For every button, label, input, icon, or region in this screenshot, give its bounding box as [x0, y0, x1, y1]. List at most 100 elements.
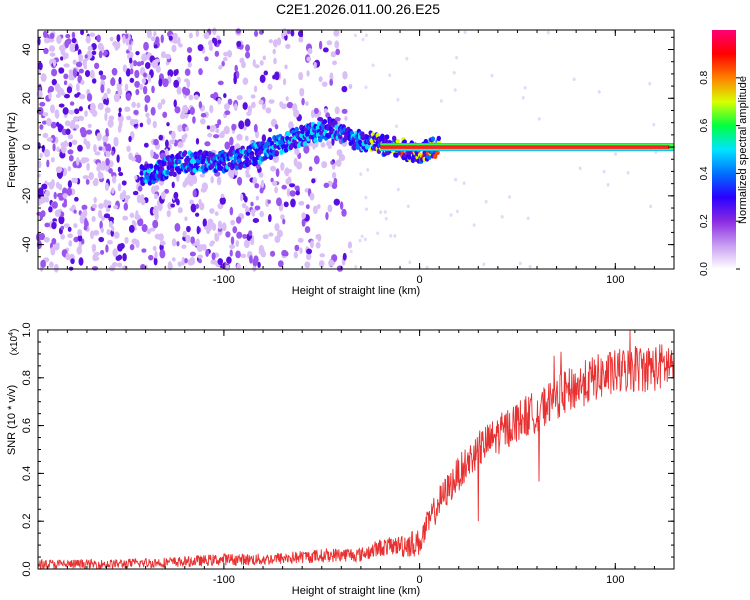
spectral-noise-mark — [89, 230, 95, 240]
spectral-noise-mark — [252, 257, 258, 267]
spectral-noise-mark — [226, 50, 233, 58]
spectral-noise-mark — [282, 218, 286, 225]
spectral-noise-mark — [546, 30, 550, 35]
spectrogram-ridge-layer — [139, 116, 441, 187]
spectral-noise-mark — [85, 35, 91, 44]
spectral-noise-mark — [225, 231, 231, 238]
spectral-noise-mark — [99, 162, 106, 171]
spectral-noise-mark — [245, 51, 251, 59]
spectral-noise-mark — [454, 177, 458, 182]
spectral-noise-mark — [177, 124, 183, 132]
spectral-noise-mark — [309, 192, 315, 201]
spectral-noise-mark — [200, 118, 206, 125]
spectral-noise-mark — [100, 84, 105, 94]
spectral-noise-mark — [94, 151, 101, 156]
spectral-noise-mark — [333, 198, 340, 206]
spectral-noise-mark — [44, 189, 51, 198]
spectral-noise-mark — [137, 185, 143, 192]
spectral-noise-mark — [83, 138, 88, 145]
spectral-noise-mark — [107, 118, 114, 128]
spectral-noise-mark — [268, 214, 272, 223]
spectral-noise-mark — [62, 193, 68, 199]
spectral-noise-mark — [280, 214, 285, 220]
spectral-noise-mark — [67, 226, 72, 232]
spectral-noise-mark — [269, 250, 276, 257]
colorbar-tick-label: 0.0 — [699, 262, 710, 276]
spectral-noise-mark — [180, 110, 185, 116]
spectral-noise-mark — [303, 144, 310, 154]
spectral-noise-mark — [248, 230, 253, 236]
spectral-noise-mark — [184, 68, 191, 76]
spectral-noise-mark — [58, 124, 64, 131]
spectral-noise-mark — [223, 125, 230, 135]
spectral-noise-mark — [68, 74, 74, 81]
colorbar-label: Normalized spectral amplitude — [737, 76, 749, 224]
x-tick-label: -100 — [213, 574, 235, 586]
chart-title: C2E1.2026.011.00.26.E25 — [276, 1, 440, 17]
ridge-mark — [170, 167, 175, 173]
spectral-noise-mark — [284, 167, 290, 177]
spectral-noise-mark — [210, 176, 214, 184]
spectral-noise-mark — [128, 45, 133, 52]
spectral-noise-mark — [258, 247, 265, 255]
spectral-noise-mark — [128, 152, 133, 160]
y-tick-label: -40 — [21, 237, 33, 253]
spectral-noise-mark — [38, 199, 44, 205]
ridge-mark — [313, 137, 318, 143]
spectral-noise-mark — [41, 183, 48, 190]
colorbar-tick-label: 0.8 — [699, 70, 710, 84]
x-tick-label: 0 — [417, 274, 423, 286]
spectral-noise-mark — [71, 139, 78, 145]
spectral-noise-mark — [261, 134, 267, 143]
spectral-noise-mark — [254, 205, 261, 211]
ridge-mark — [410, 157, 416, 163]
spectral-noise-mark — [96, 34, 101, 43]
spectral-noise-mark — [73, 236, 79, 243]
spectral-noise-mark — [236, 95, 243, 101]
spectral-noise-mark — [321, 161, 328, 169]
spectral-noise-mark — [128, 224, 135, 233]
spectral-noise-mark — [301, 97, 305, 106]
spectral-noise-mark — [250, 94, 256, 99]
spectral-noise-mark — [210, 93, 216, 99]
snr-series-line — [37, 329, 675, 570]
spectral-noise-mark — [214, 232, 218, 242]
spectral-noise-mark — [328, 259, 335, 267]
colorbar-gradient — [712, 30, 736, 269]
spectral-noise-mark — [217, 220, 223, 230]
spectral-noise-mark — [526, 216, 530, 221]
spectral-noise-mark — [306, 70, 310, 77]
spectral-noise-mark — [606, 182, 610, 187]
spectral-noise-mark — [122, 215, 129, 221]
spectral-noise-mark — [173, 99, 177, 108]
spectral-noise-mark — [97, 102, 104, 111]
spectral-noise-mark — [272, 48, 276, 55]
spectral-noise-mark — [82, 175, 89, 180]
spectral-noise-mark — [185, 126, 190, 132]
y-tick-label: 1.0 — [21, 322, 33, 337]
spectral-noise-mark — [86, 50, 93, 60]
spectral-noise-mark — [189, 257, 196, 266]
spectral-noise-mark — [186, 47, 193, 54]
spectral-noise-mark — [144, 94, 151, 104]
spectral-noise-mark — [239, 57, 245, 64]
ridge-mark — [289, 142, 295, 148]
spectral-noise-mark — [67, 233, 73, 239]
spectral-noise-mark — [164, 188, 169, 194]
spectral-noise-mark — [48, 261, 54, 268]
spectral-noise-mark — [98, 50, 103, 59]
spectral-noise-mark — [217, 119, 222, 126]
spectral-noise-mark — [135, 51, 140, 56]
spectral-noise-mark — [288, 183, 296, 188]
spectral-noise-mark — [117, 166, 122, 173]
spectral-noise-mark — [89, 69, 95, 79]
spectral-noise-mark — [108, 220, 113, 228]
spectral-noise-mark — [63, 73, 69, 80]
spectral-noise-mark — [199, 244, 206, 249]
spectral-noise-mark — [198, 101, 203, 109]
spectral-noise-mark — [176, 86, 182, 95]
spectral-noise-mark — [186, 225, 191, 233]
snr-x-axis-label: Height of straight line (km) — [292, 585, 420, 597]
spectral-noise-mark — [91, 50, 97, 56]
spectral-noise-mark — [521, 96, 525, 100]
